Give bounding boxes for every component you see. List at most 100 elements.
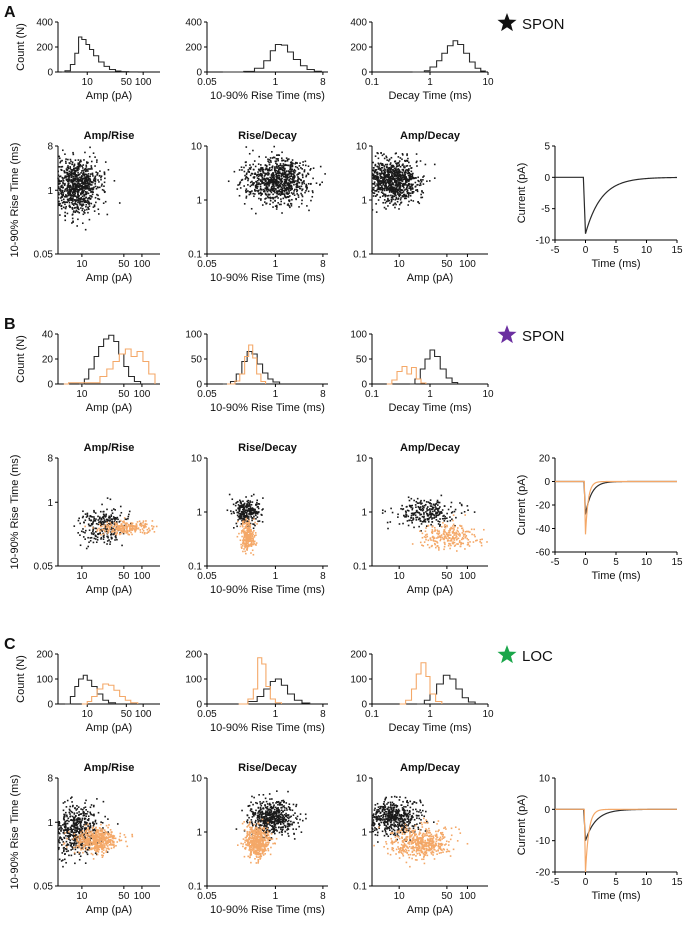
scatter-point-black xyxy=(390,175,392,178)
scatter-point-black xyxy=(286,193,289,195)
scatter-point-black xyxy=(250,184,253,186)
scatter-point-black xyxy=(397,197,400,200)
scatter-point-orange xyxy=(245,552,247,555)
scatter-point-black xyxy=(66,830,68,832)
scatter-point-black xyxy=(248,516,250,518)
scatter-point-black xyxy=(104,177,106,180)
scatter-point-black xyxy=(83,807,85,809)
scatter-point-orange xyxy=(92,858,95,860)
scatter-point-black xyxy=(91,168,93,170)
scatter-point-black xyxy=(77,191,80,193)
scatter-point-black xyxy=(451,511,454,513)
scatter-point-orange xyxy=(125,527,128,530)
scatter-point-black xyxy=(266,169,269,172)
scatter-point-black xyxy=(63,816,65,819)
scatter-point-orange xyxy=(430,545,433,548)
scatter-point-black xyxy=(261,177,264,179)
scatter-point-black xyxy=(373,181,376,184)
scatter-point-black xyxy=(249,174,252,177)
scatter-point-black xyxy=(64,853,66,855)
scatter-point-black xyxy=(394,188,397,190)
scatter-point-black xyxy=(74,199,76,202)
scatter-point-black xyxy=(283,178,286,181)
scatter-point-black xyxy=(405,511,407,514)
scatter-point-orange xyxy=(113,845,116,847)
scatter-point-black xyxy=(98,213,100,215)
scatter-point-black xyxy=(281,165,284,167)
scatter-point-orange xyxy=(453,532,455,534)
scatter-point-black xyxy=(262,188,265,191)
scatter-point-black xyxy=(80,193,82,196)
scatter-point-black xyxy=(254,185,257,188)
scatter-point-black xyxy=(433,177,436,179)
scatter-point-black xyxy=(409,195,412,197)
x-tick-label: 50 xyxy=(441,259,453,270)
panel-letter-A: A xyxy=(4,4,16,21)
x-tick-label: 8 xyxy=(320,259,326,270)
scatter-point-black xyxy=(64,820,67,823)
scatter-point-black xyxy=(251,172,254,175)
scatter-point-black xyxy=(113,517,115,520)
scatter-point-black xyxy=(297,194,300,196)
scatter-point-black xyxy=(235,522,238,525)
y-tick-label: 200 xyxy=(185,650,202,661)
scatter-point-orange xyxy=(116,524,119,527)
scatter-point-black xyxy=(376,184,379,187)
scatter-point-black xyxy=(404,159,406,162)
scatter-point-black xyxy=(394,198,397,201)
scatter-point-black xyxy=(102,800,105,803)
scatter-point-black xyxy=(273,185,275,187)
scatter-point-black xyxy=(249,500,251,502)
scatter-point-orange xyxy=(453,537,456,540)
scatter-point-black xyxy=(390,180,393,183)
scatter-point-black xyxy=(283,172,286,175)
scatter-point-black xyxy=(87,161,89,164)
scatter-point-black xyxy=(89,539,92,542)
scatter-point-black xyxy=(115,521,118,523)
scatter-point-black xyxy=(283,169,285,172)
scatter-point-black xyxy=(257,511,260,513)
scatter-point-orange xyxy=(433,537,436,539)
scatter-point-orange xyxy=(148,527,150,530)
scatter-point-black xyxy=(415,506,417,509)
x-tick-label: 10 xyxy=(482,389,494,400)
scatter-point-black xyxy=(76,805,78,807)
scatter-point-black xyxy=(400,192,403,194)
scatter-point-black xyxy=(62,802,65,804)
scatter-point-black xyxy=(404,178,407,180)
scatter-point-black xyxy=(265,185,268,187)
scatter-point-black xyxy=(371,173,374,175)
y-tick-label: 8 xyxy=(47,774,53,785)
scatter-point-black xyxy=(289,168,292,170)
scatter-point-black xyxy=(247,170,249,173)
scatter-point-black xyxy=(287,164,290,167)
scatter-point-black xyxy=(381,188,383,191)
scatter-point-orange xyxy=(117,529,119,531)
x-axis-label: Decay Time (ms) xyxy=(388,90,471,102)
scatter-point-black xyxy=(297,180,299,182)
y-tick-label: 1 xyxy=(196,508,202,519)
scatter-point-black xyxy=(93,804,95,807)
scatter-point-black xyxy=(104,190,106,193)
scatter-point-black xyxy=(312,167,315,170)
scatter-point-black xyxy=(244,519,246,522)
scatter-point-black xyxy=(78,189,81,191)
scatter-point-black xyxy=(404,169,407,172)
scatter-point-black xyxy=(386,169,389,171)
scatter-point-black xyxy=(68,197,71,200)
scatter-point-black xyxy=(280,198,282,200)
scatter-point-black xyxy=(74,193,76,195)
scatter-point-black xyxy=(70,854,73,857)
scatter-point-black xyxy=(395,187,398,189)
scatter-point-black xyxy=(388,173,391,176)
scatter-point-black xyxy=(70,830,73,833)
scatter-point-black xyxy=(62,850,65,853)
scatter-point-black xyxy=(398,186,401,189)
scatter-point-black xyxy=(288,200,291,203)
scatter-point-black xyxy=(302,164,304,166)
scatter-point-black xyxy=(265,173,267,176)
scatter-point-black xyxy=(81,200,84,203)
scatter-point-black xyxy=(63,184,66,187)
scatter-point-black xyxy=(402,184,405,187)
